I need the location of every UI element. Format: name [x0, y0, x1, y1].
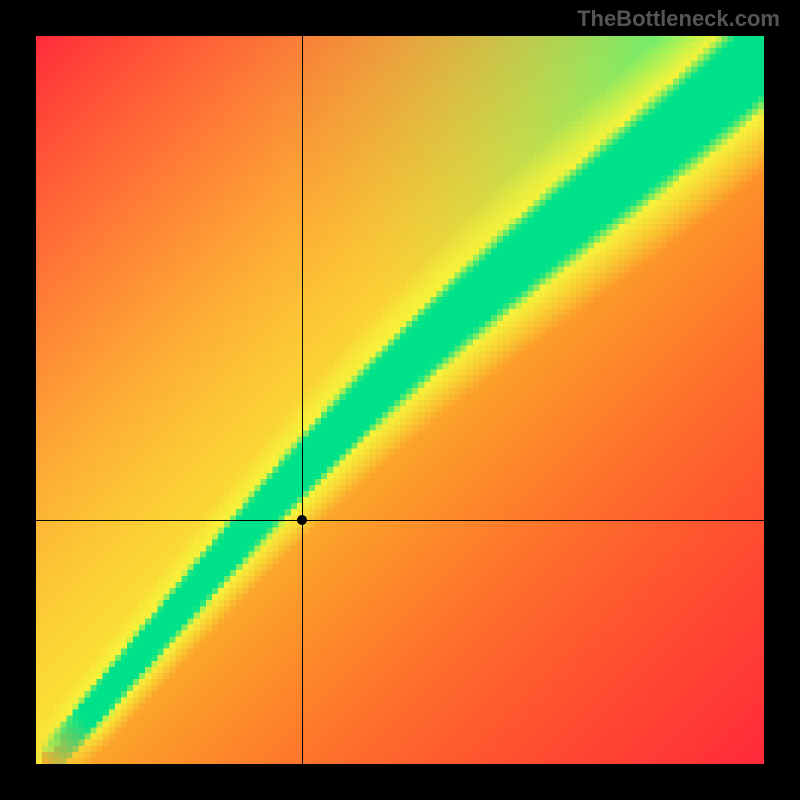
crosshair-horizontal	[36, 520, 764, 521]
watermark-text: TheBottleneck.com	[577, 6, 780, 32]
heatmap-plot	[36, 36, 764, 764]
crosshair-vertical	[302, 36, 303, 764]
bottleneck-marker	[297, 515, 307, 525]
heatmap-canvas	[36, 36, 764, 764]
